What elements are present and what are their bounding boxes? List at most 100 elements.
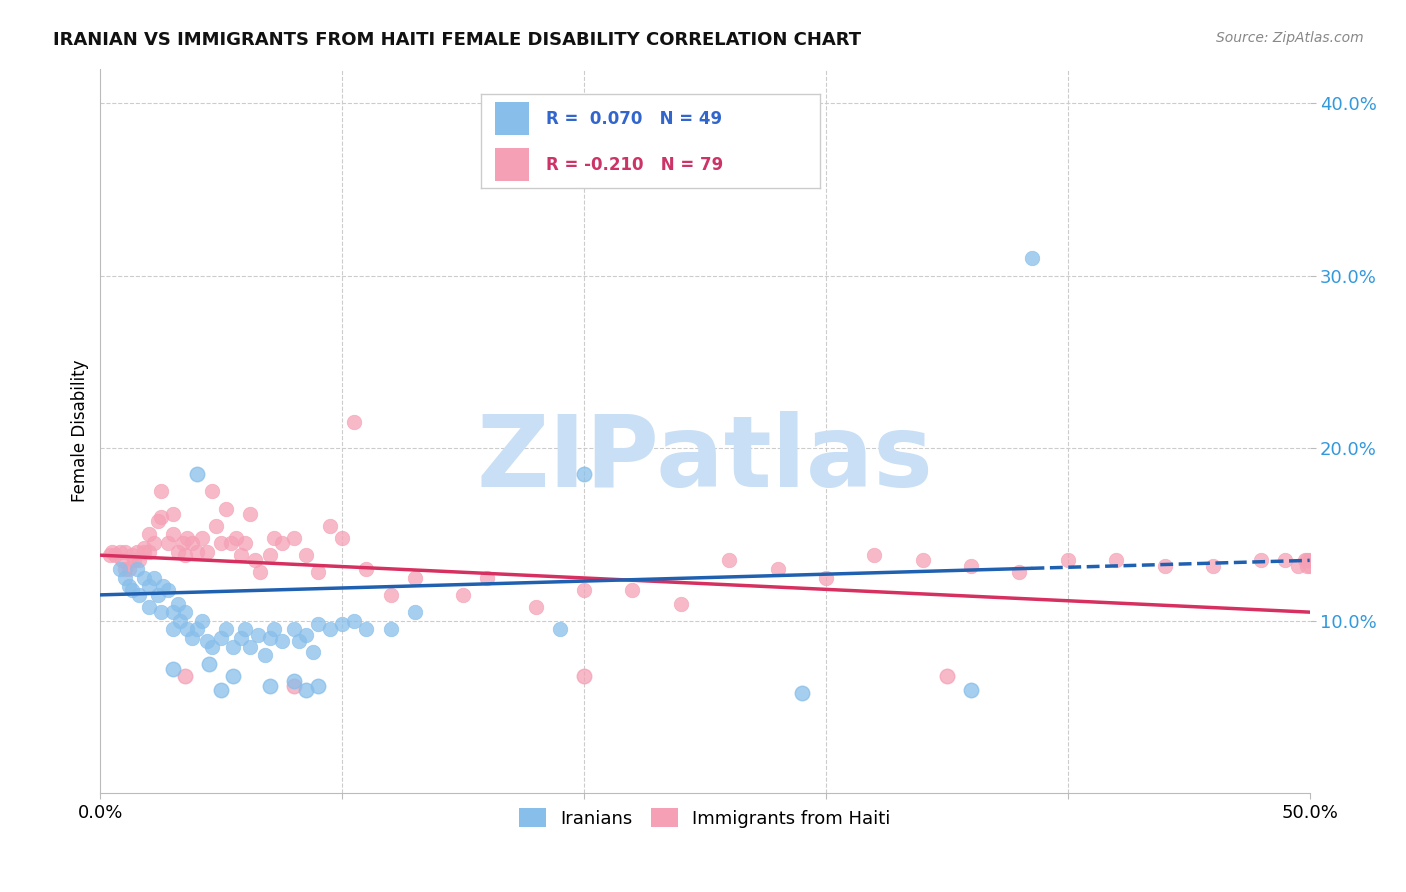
Point <box>1286 558 1309 573</box>
Point <box>162 623 184 637</box>
Point <box>225 531 247 545</box>
Point <box>319 623 342 637</box>
Point <box>138 599 160 614</box>
Point <box>101 545 124 559</box>
Point <box>125 562 148 576</box>
Point <box>162 507 184 521</box>
Point <box>572 582 595 597</box>
Point <box>451 588 474 602</box>
Point <box>524 599 547 614</box>
Point <box>1296 553 1319 567</box>
Point <box>814 571 837 585</box>
Point <box>790 686 813 700</box>
Point <box>404 605 426 619</box>
Point <box>1202 558 1225 573</box>
Point <box>621 582 644 597</box>
Point <box>128 553 150 567</box>
Point <box>152 579 174 593</box>
Point <box>186 623 208 637</box>
Point <box>259 548 281 562</box>
Point <box>205 519 228 533</box>
Point <box>125 545 148 559</box>
Point <box>108 545 131 559</box>
Point <box>209 631 232 645</box>
Legend: Iranians, Immigrants from Haiti: Iranians, Immigrants from Haiti <box>512 801 898 835</box>
Point <box>283 679 305 693</box>
Point <box>138 527 160 541</box>
Point <box>209 536 232 550</box>
Point <box>302 645 325 659</box>
Point <box>198 657 221 671</box>
Point <box>162 527 184 541</box>
Point <box>330 617 353 632</box>
Point <box>283 674 305 689</box>
Point <box>380 623 402 637</box>
Point <box>1296 558 1319 573</box>
Point <box>283 623 305 637</box>
Point <box>960 682 983 697</box>
Point <box>1298 553 1320 567</box>
Point <box>108 562 131 576</box>
Point <box>259 679 281 693</box>
Point <box>104 548 127 562</box>
Point <box>1250 553 1272 567</box>
Point <box>270 536 292 550</box>
Point <box>222 640 245 654</box>
Point <box>122 553 145 567</box>
Point <box>215 501 238 516</box>
Point <box>295 548 318 562</box>
Point <box>174 548 197 562</box>
Point <box>149 510 172 524</box>
Point <box>229 548 252 562</box>
Point <box>263 623 285 637</box>
Point <box>270 634 292 648</box>
Point <box>548 623 571 637</box>
Point <box>295 627 318 641</box>
Point <box>356 623 378 637</box>
Point <box>149 605 172 619</box>
Point <box>1056 553 1078 567</box>
Point <box>162 662 184 676</box>
Point <box>253 648 276 663</box>
Point <box>118 579 141 593</box>
Point <box>149 484 172 499</box>
Point <box>239 507 262 521</box>
Point <box>157 582 180 597</box>
Point <box>132 545 155 559</box>
Point <box>186 467 208 481</box>
Point <box>201 484 224 499</box>
Point <box>118 562 141 576</box>
Point <box>330 531 353 545</box>
Y-axis label: Female Disability: Female Disability <box>72 359 89 502</box>
Point <box>181 536 204 550</box>
Point <box>287 634 309 648</box>
Point <box>166 597 188 611</box>
Point <box>195 545 218 559</box>
Point <box>174 605 197 619</box>
Point <box>181 631 204 645</box>
Point <box>142 536 165 550</box>
Point <box>138 579 160 593</box>
Point <box>128 588 150 602</box>
Point <box>111 553 134 567</box>
Point <box>1298 558 1320 573</box>
Point <box>166 545 188 559</box>
Point <box>249 566 271 580</box>
Text: IRANIAN VS IMMIGRANTS FROM HAITI FEMALE DISABILITY CORRELATION CHART: IRANIAN VS IMMIGRANTS FROM HAITI FEMALE … <box>53 31 862 49</box>
Point <box>1008 566 1031 580</box>
Point <box>114 571 136 585</box>
Point <box>229 631 252 645</box>
Point <box>114 545 136 559</box>
Point <box>215 623 238 637</box>
Point <box>283 531 305 545</box>
Point <box>114 562 136 576</box>
Point <box>935 669 957 683</box>
Point <box>1021 252 1043 266</box>
Point <box>246 627 269 641</box>
Point <box>295 682 318 697</box>
Point <box>259 631 281 645</box>
Point <box>148 588 170 602</box>
Point <box>162 605 184 619</box>
Point <box>263 531 285 545</box>
Point <box>176 531 198 545</box>
